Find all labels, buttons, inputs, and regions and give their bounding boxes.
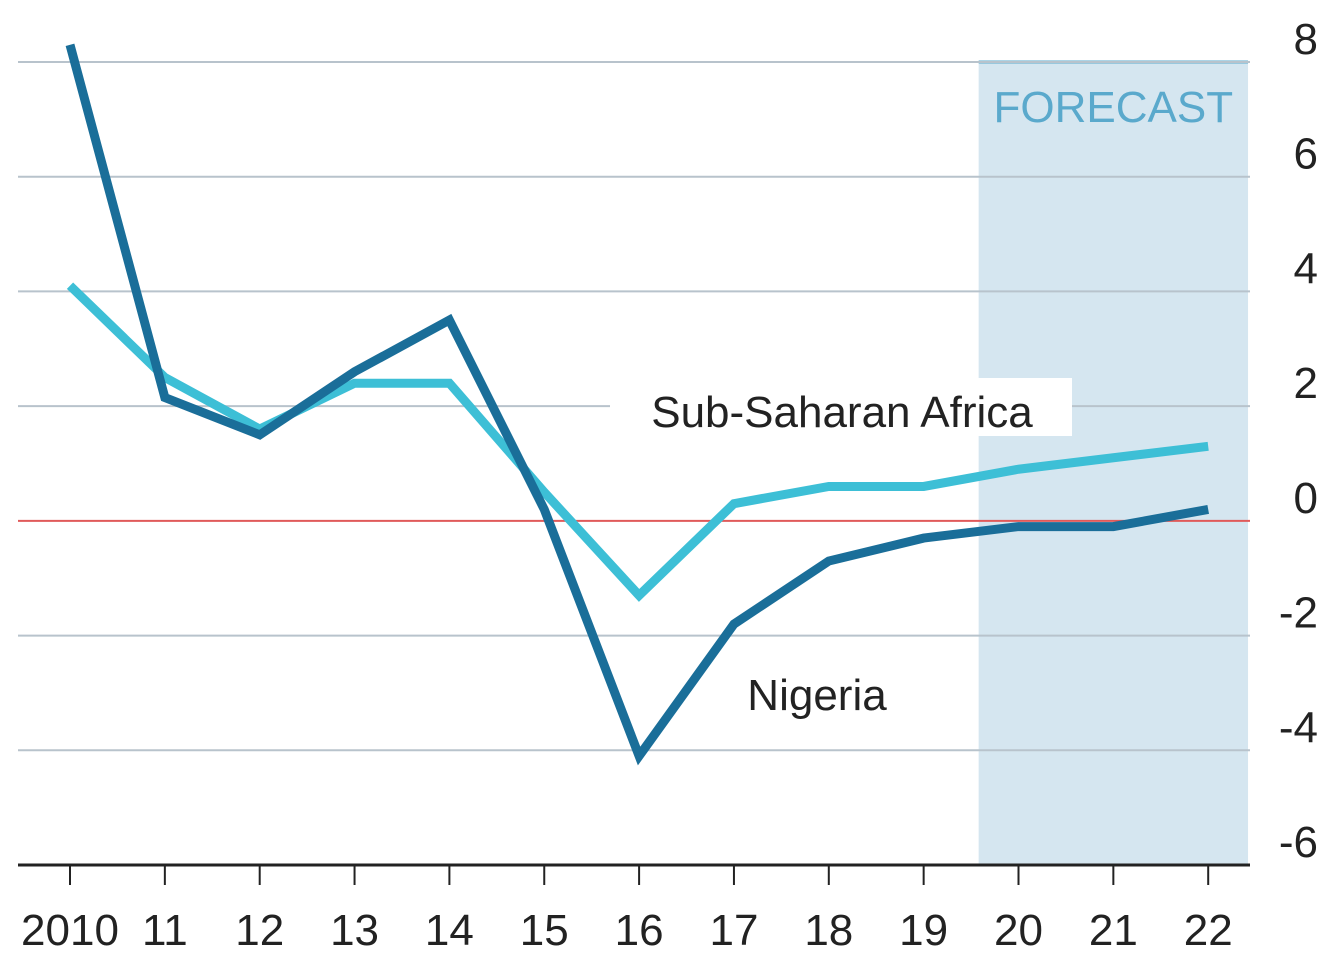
x-tick-label: 12 [235, 906, 284, 954]
y-tick-label: 0 [1294, 474, 1318, 523]
x-tick-label: 19 [899, 906, 948, 954]
x-tick-label: 2010 [21, 906, 119, 954]
y-tick-label: 4 [1294, 244, 1318, 293]
x-tick-label: 15 [520, 906, 569, 954]
series-line [66, 282, 1209, 602]
label-bg [610, 378, 1072, 436]
x-tick-label: 14 [425, 906, 474, 954]
x-tick-label: 22 [1184, 906, 1233, 954]
x-tick-label: 11 [142, 906, 188, 954]
x-tick-label: 17 [709, 906, 758, 954]
y-tick-label: -2 [1279, 589, 1318, 638]
y-tick-label: -4 [1279, 703, 1318, 752]
x-tick-label: 13 [330, 906, 379, 954]
x-tick-label: 16 [615, 906, 664, 954]
x-tick-label: 21 [1089, 906, 1138, 954]
y-tick-label: -6 [1279, 818, 1318, 867]
forecast-band [978, 62, 1249, 865]
y-tick-label: 8 [1294, 15, 1318, 64]
series-line [65, 43, 1210, 766]
x-tick-label: 18 [804, 906, 853, 954]
forecast-label: FORECAST [994, 83, 1234, 132]
y-tick-label: 2 [1294, 359, 1318, 408]
y-tick-label: 6 [1294, 130, 1318, 179]
x-tick-label: 20 [994, 906, 1043, 954]
series-label: Nigeria [747, 671, 887, 720]
series-label: Sub-Saharan Africa [651, 388, 1033, 437]
